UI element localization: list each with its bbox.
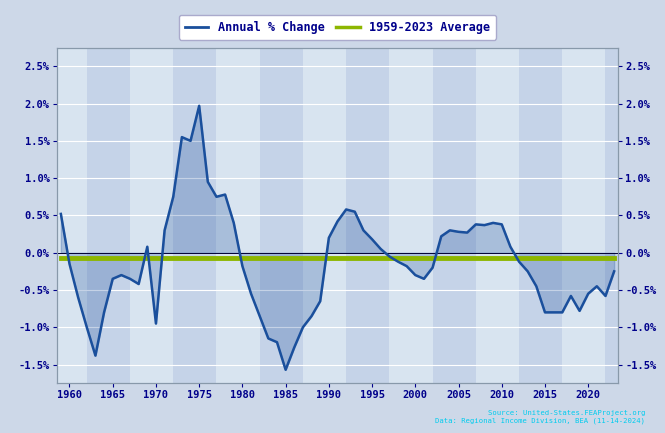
Bar bbox=[260, 48, 303, 383]
Bar bbox=[87, 48, 130, 383]
Bar bbox=[303, 48, 346, 383]
Bar bbox=[563, 48, 606, 383]
Bar bbox=[346, 48, 390, 383]
Bar bbox=[390, 48, 433, 383]
Bar bbox=[476, 48, 519, 383]
Bar bbox=[130, 48, 174, 383]
Text: Source: United-States.FEAProject.org
Data: Regional Income Division, BEA (11-14-: Source: United-States.FEAProject.org Dat… bbox=[435, 410, 645, 423]
Bar bbox=[519, 48, 563, 383]
Bar bbox=[57, 48, 87, 383]
Bar bbox=[606, 48, 618, 383]
Legend: Annual % Change, 1959-2023 Average: Annual % Change, 1959-2023 Average bbox=[179, 15, 496, 40]
Bar bbox=[217, 48, 260, 383]
Bar bbox=[433, 48, 476, 383]
Bar bbox=[174, 48, 217, 383]
